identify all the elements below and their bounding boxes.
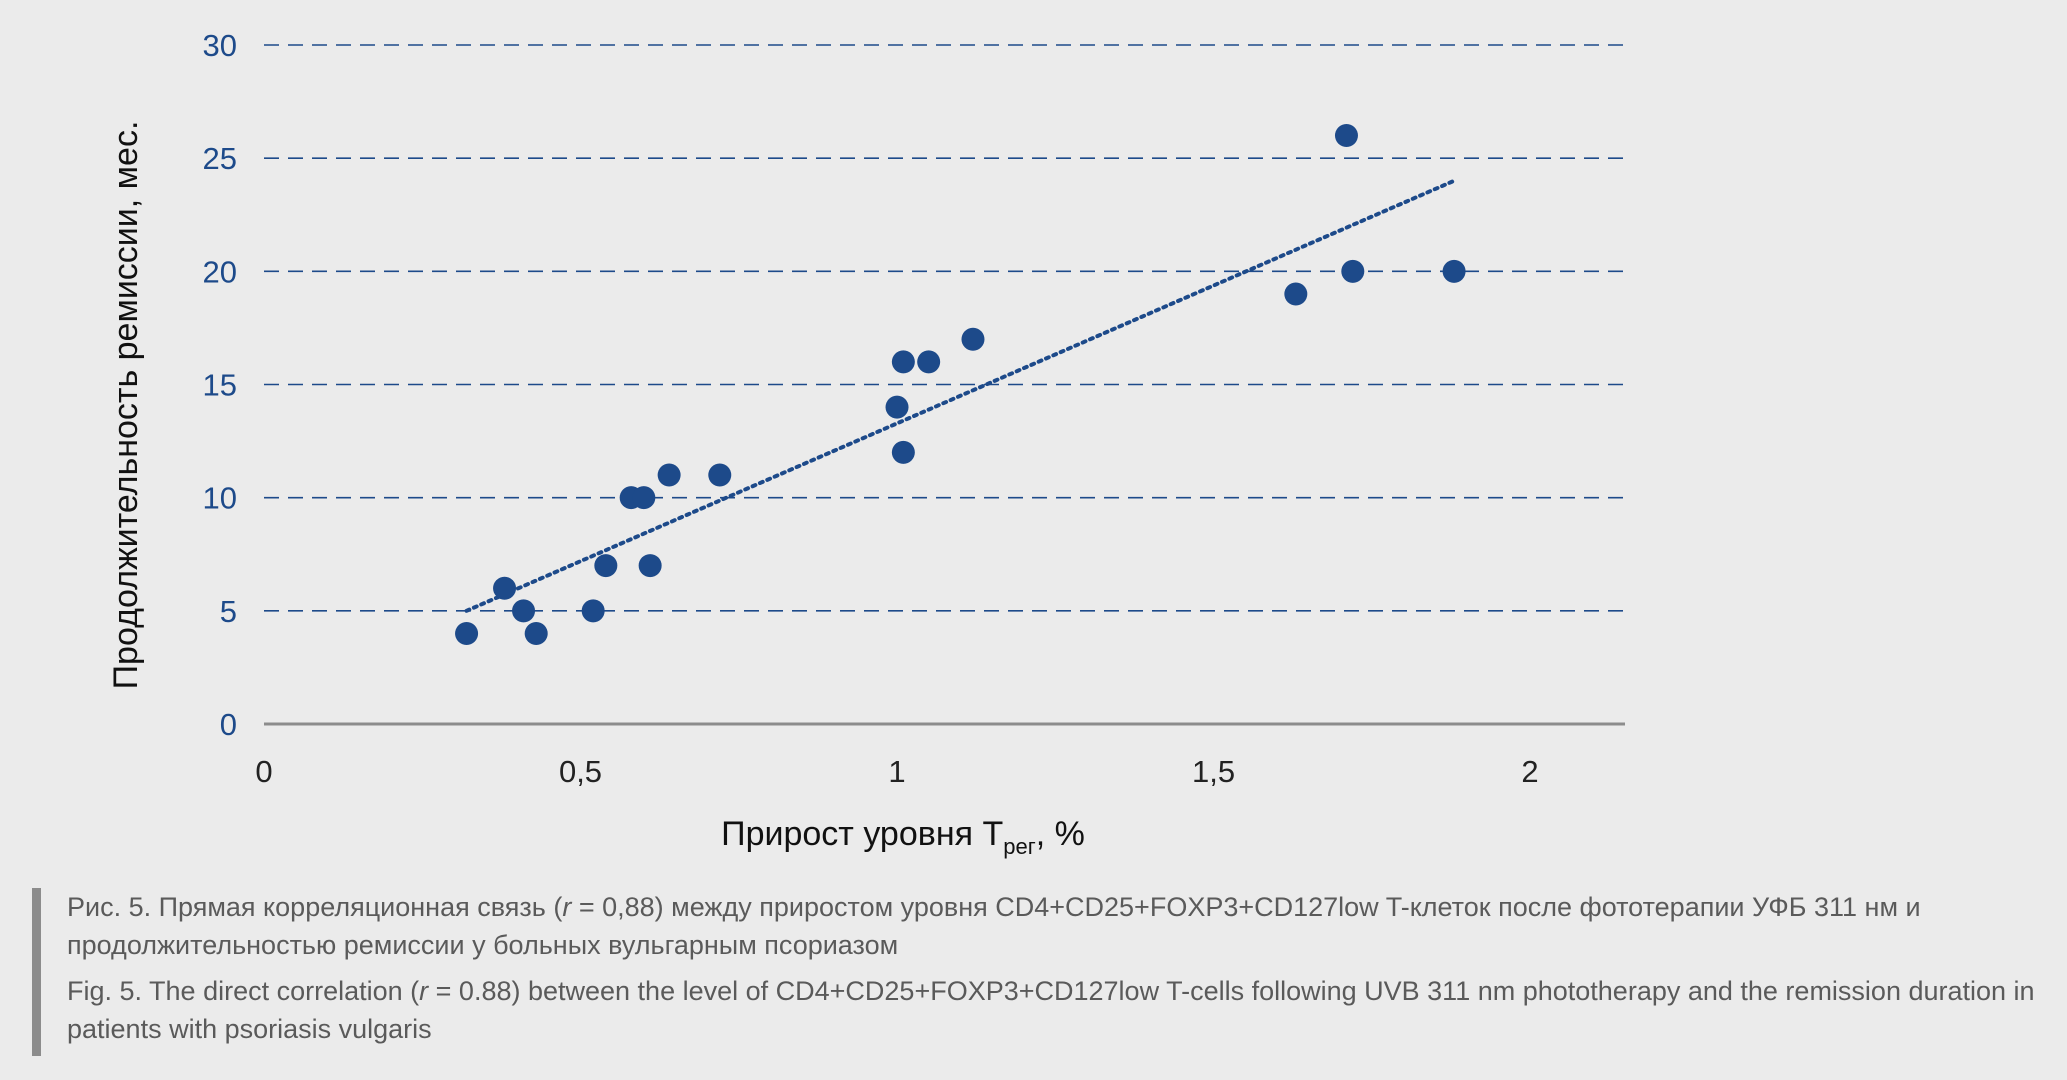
data-point	[581, 599, 605, 623]
figure-caption: Рис. 5. Прямая корреляционная связь (r =…	[32, 888, 2042, 1056]
y-axis-title: Продолжительность ремиссии, мес.	[107, 121, 145, 690]
caption-russian: Рис. 5. Прямая корреляционная связь (r =…	[67, 888, 2042, 964]
x-axis-title-sub: рег	[1003, 834, 1036, 859]
x-tick-label: 1,5	[1192, 754, 1235, 789]
caption-en-text-1: Fig. 5. The direct correlation (	[67, 976, 420, 1006]
data-point	[455, 621, 479, 645]
trendline-layer	[464, 178, 1457, 613]
x-tick-label: 0	[255, 754, 272, 789]
data-point	[657, 463, 681, 487]
y-tick-label: 25	[203, 141, 237, 176]
data-point	[638, 554, 662, 578]
y-tick-label: 10	[203, 481, 237, 516]
data-point	[524, 621, 548, 645]
data-point	[1341, 259, 1365, 283]
caption-ru-text-1: Рис. 5. Прямая корреляционная связь (	[67, 892, 563, 922]
data-point	[1442, 259, 1466, 283]
data-point	[1334, 124, 1358, 148]
x-tick-label: 2	[1521, 754, 1538, 789]
data-point	[885, 395, 909, 419]
x-tick-label: 1	[888, 754, 905, 789]
caption-en-r: r	[419, 976, 429, 1006]
data-point	[708, 463, 732, 487]
caption-english: Fig. 5. The direct correlation (r = 0.88…	[67, 972, 2042, 1048]
caption-ru-r: r	[562, 892, 572, 922]
data-points	[455, 124, 1466, 645]
y-tick-labels: 0 5 10 15 20 25 30	[203, 28, 237, 742]
data-point	[594, 554, 618, 578]
y-tick-label: 20	[203, 254, 237, 289]
gridlines	[264, 44, 1625, 612]
data-point	[1284, 282, 1308, 306]
scatter-chart: 0 5 10 15 20 25 30 0 0,5 1 1,5 2 Продолжительность…	[107, 28, 1625, 859]
y-tick-label: 15	[203, 368, 237, 403]
caption-en-text-2: = 0.88) between the level of CD4+CD25+FO…	[67, 976, 2035, 1044]
data-point	[891, 350, 915, 374]
x-axis-title-main: Прирост уровня T	[721, 815, 1003, 853]
x-tick-labels: 0 0,5 1 1,5 2	[255, 754, 1538, 789]
data-point	[917, 350, 941, 374]
data-point	[493, 576, 517, 600]
x-axis-title-suffix: , %	[1036, 815, 1085, 853]
data-point	[632, 486, 656, 510]
y-tick-label: 5	[220, 594, 237, 629]
x-axis-title: Прирост уровня Tрег, %	[721, 815, 1085, 859]
data-point	[961, 327, 985, 351]
y-tick-label: 0	[220, 707, 237, 742]
y-tick-label: 30	[203, 28, 237, 63]
x-tick-label: 0,5	[559, 754, 602, 789]
trendline	[464, 178, 1457, 613]
data-point	[891, 440, 915, 464]
data-point	[512, 599, 536, 623]
caption-ru-text-2: = 0,88) между приростом уровня CD4+CD25+…	[67, 892, 1921, 960]
